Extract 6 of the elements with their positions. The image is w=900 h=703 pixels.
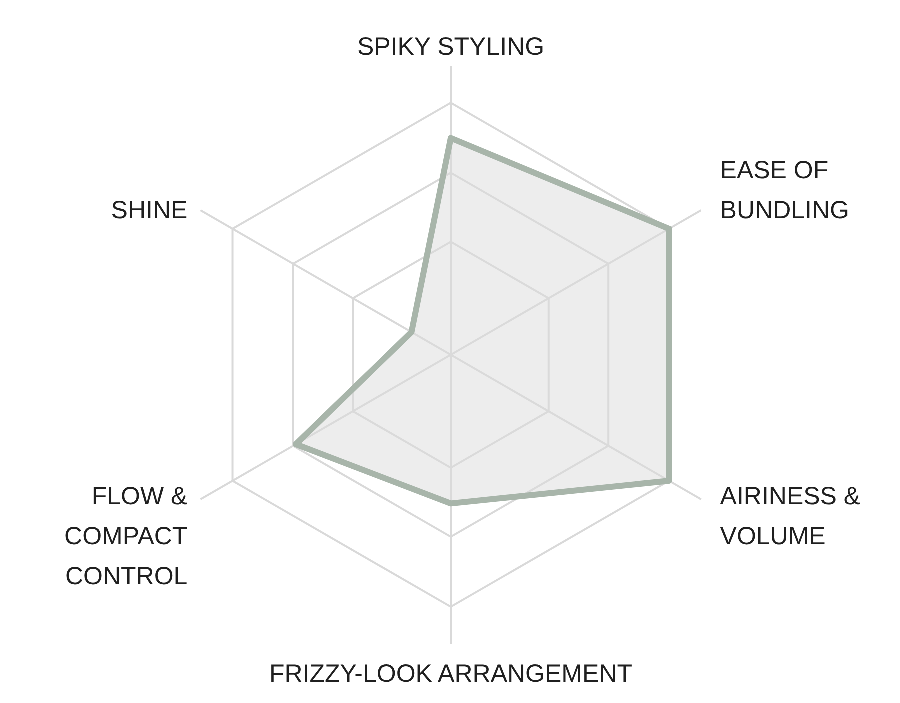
spoke-label: SHINE — [111, 196, 188, 224]
spoke-label: FRIZZY-LOOK ARRANGEMENT — [269, 660, 633, 688]
spoke-label: AIRINESS & VOLUME — [720, 482, 861, 550]
spoke-label: SPIKY STYLING — [357, 33, 545, 61]
spoke-label: FLOW & COMPACT CONTROL — [64, 482, 188, 590]
spoke-label: EASE OF BUNDLING — [720, 156, 850, 224]
